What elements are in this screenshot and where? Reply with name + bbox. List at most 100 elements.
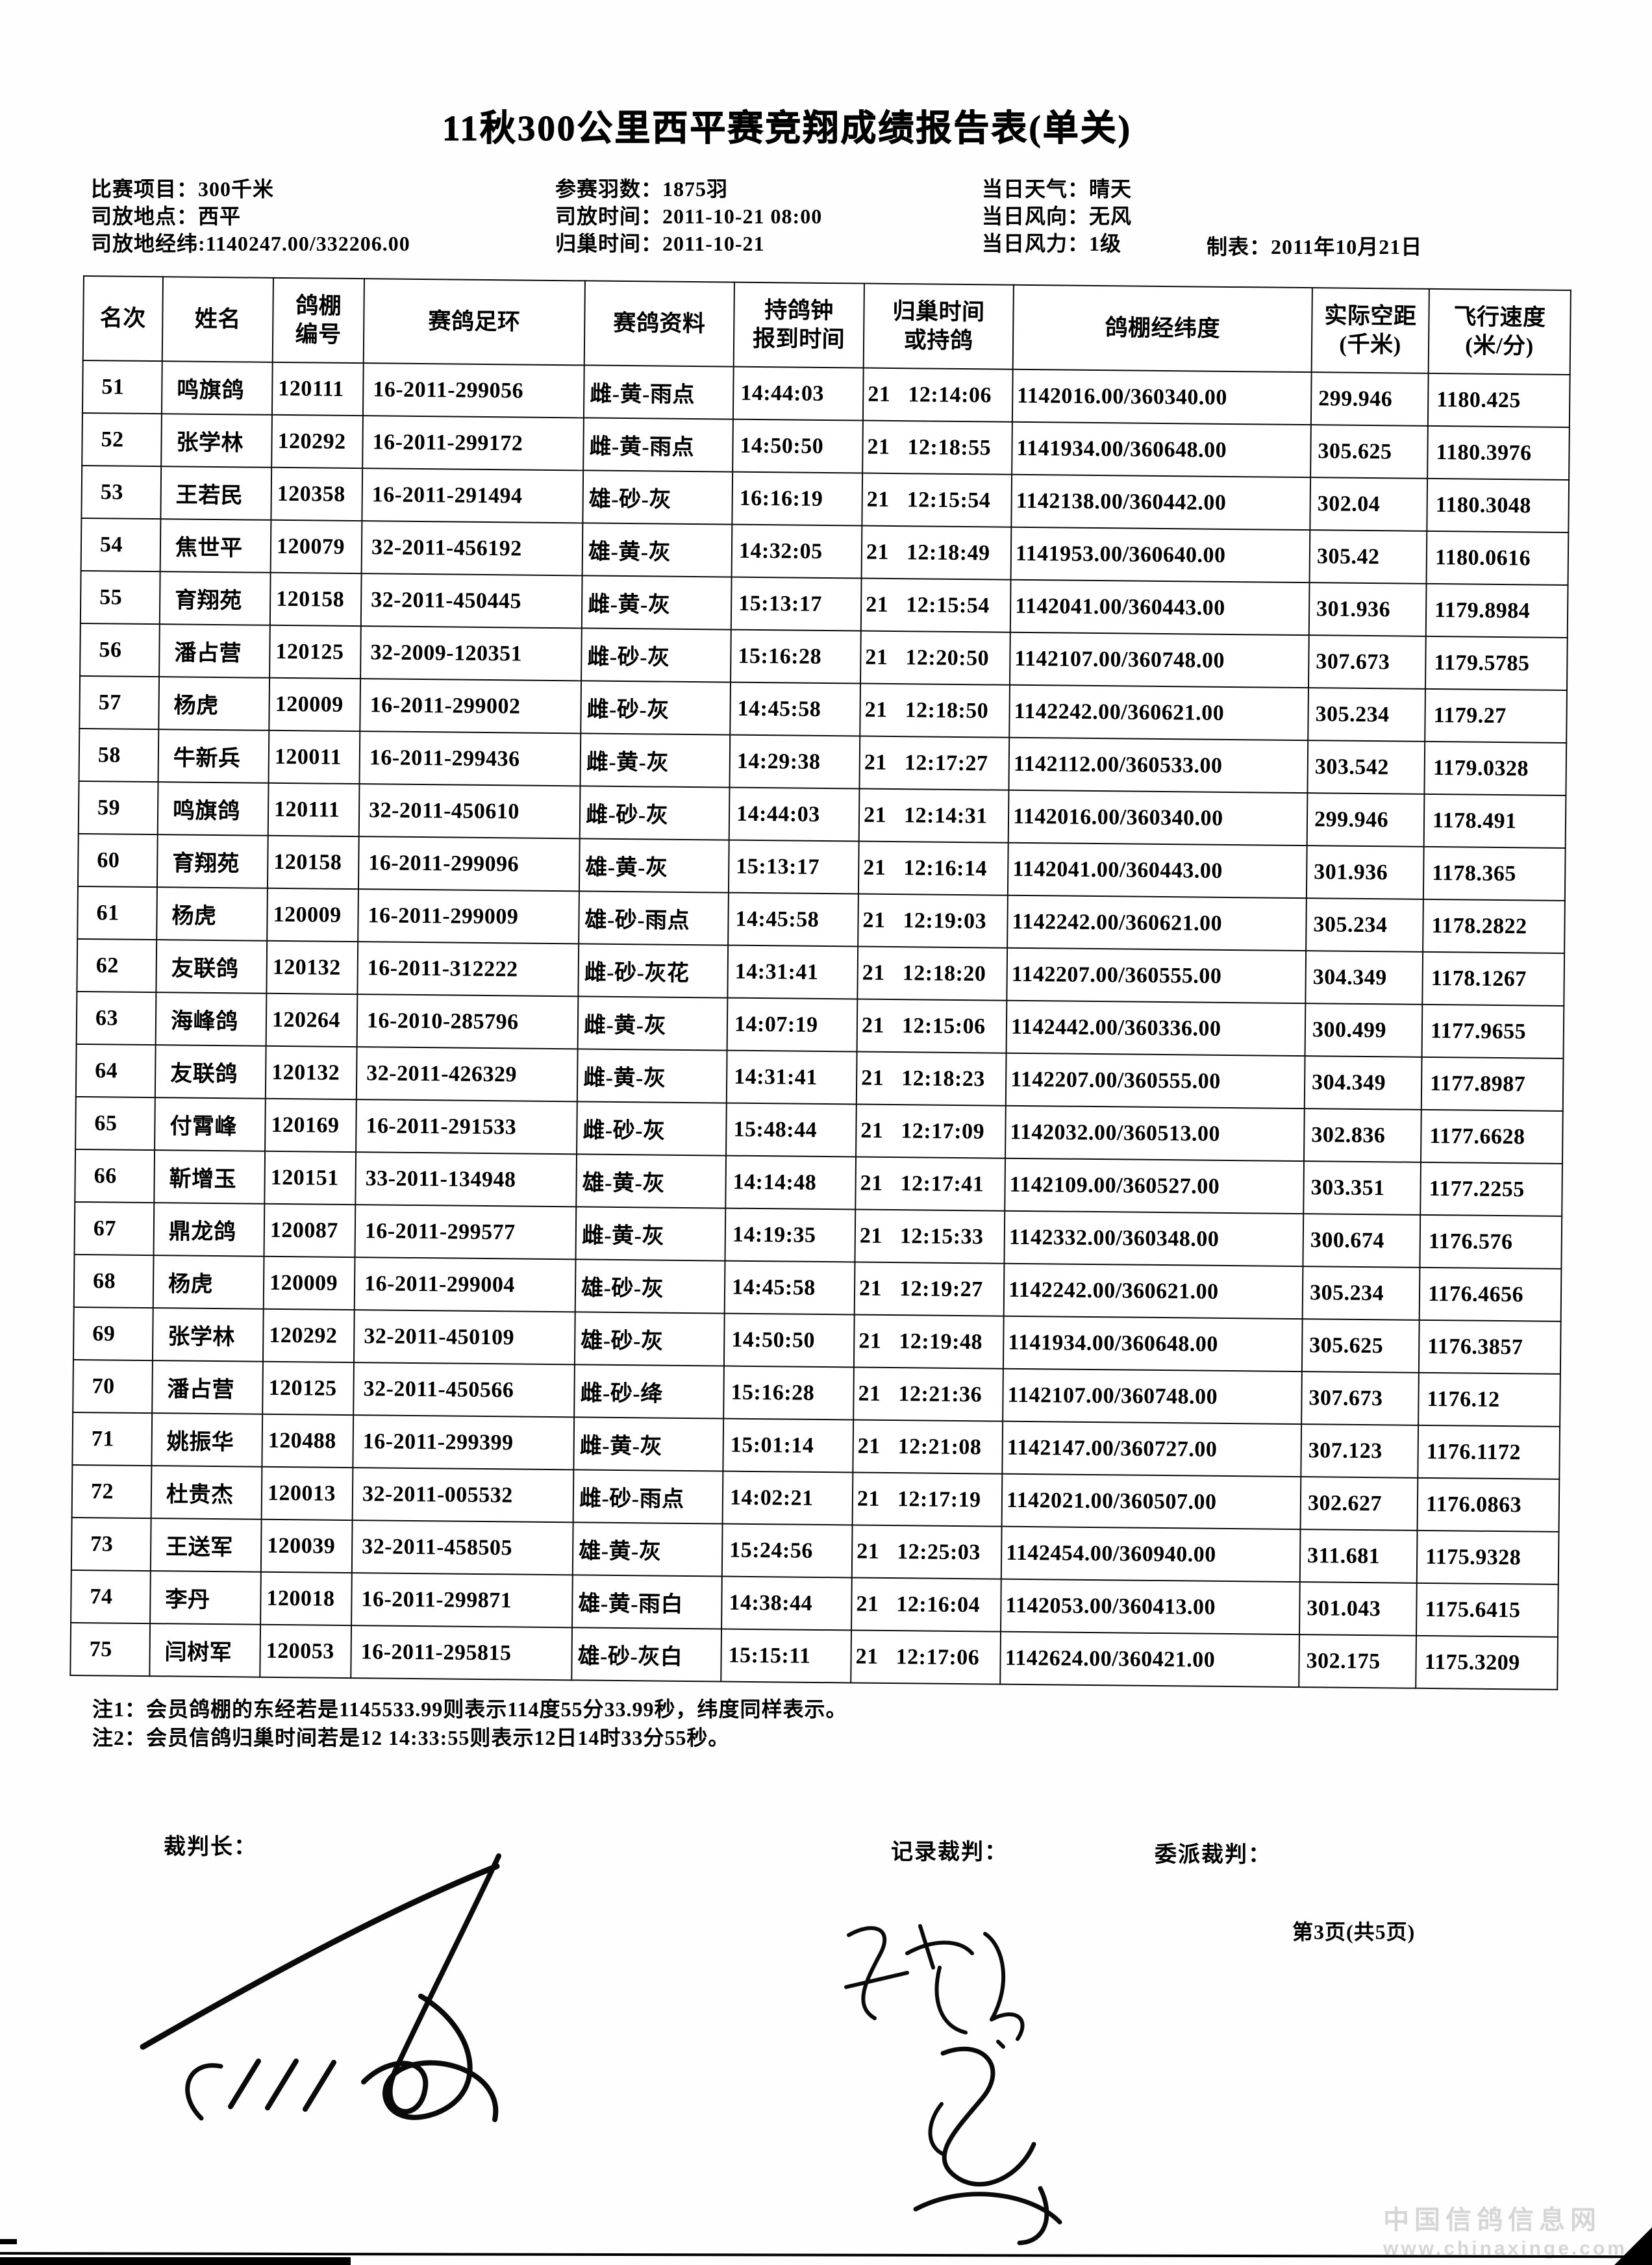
- cell-coords: 1142332.00/360348.00: [1004, 1210, 1304, 1267]
- cell-return-time: 21 12:16:04: [851, 1577, 1001, 1632]
- meta-release-coords: 司放地经纬:1140247.00/332206.00: [91, 232, 410, 255]
- cell-name: 杨虎: [156, 887, 268, 941]
- chief-judge-signature: [97, 1833, 604, 2131]
- cell-name: 潘占营: [152, 1360, 263, 1414]
- cell-loft-no: 120169: [265, 1098, 357, 1153]
- cell-info: 雌-砂-灰: [579, 786, 730, 840]
- cell-distance: 302.175: [1299, 1634, 1416, 1688]
- cell-name: 鼎龙鸽: [153, 1203, 265, 1257]
- cell-distance: 302.627: [1300, 1477, 1418, 1531]
- cell-speed: 1176.12: [1418, 1372, 1560, 1427]
- meta-release-site: 司放地点：西平: [91, 205, 242, 228]
- meta-wind-force: 当日风力：1级: [982, 232, 1122, 255]
- cell-distance: 302.04: [1310, 477, 1428, 531]
- cell-return-time: 21 12:17:06: [851, 1630, 1001, 1684]
- cell-speed: 1180.3048: [1427, 478, 1570, 532]
- cell-name: 王送军: [150, 1518, 262, 1572]
- cell-ring: 16-2011-299009: [358, 889, 579, 944]
- meta-race-item: 比赛项目：300千米: [91, 177, 275, 201]
- cell-clock-time: 14:19:35: [725, 1208, 856, 1262]
- cell-clock-time: 14:32:05: [731, 524, 862, 579]
- cell-ring: 16-2011-299004: [354, 1257, 576, 1312]
- cell-distance: 311.681: [1299, 1529, 1418, 1583]
- cell-clock-time: 15:16:28: [731, 629, 861, 684]
- cell-info: 雌-黄-雨点: [583, 418, 733, 472]
- cell-distance: 303.351: [1303, 1161, 1421, 1215]
- cell-loft-no: 120151: [264, 1151, 357, 1205]
- cell-ring: 16-2011-291494: [362, 468, 584, 523]
- cell-distance: 299.946: [1307, 793, 1425, 847]
- cell-speed: 1178.491: [1423, 794, 1566, 848]
- cell-info: 雌-砂-灰花: [578, 944, 729, 998]
- cell-ring: 16-2011-299436: [359, 731, 581, 786]
- cell-clock-time: 14:14:48: [725, 1155, 857, 1210]
- cell-return-time: 21 12:14:06: [862, 368, 1013, 422]
- notes-block: 注1：会员鸽棚的东经若是1145533.99则表示114度55分33.99秒，纬…: [92, 1695, 847, 1752]
- cell-clock-time: 14:31:41: [727, 945, 858, 999]
- column-header-speed: 飞行速度 (米/分): [1428, 288, 1571, 375]
- cell-return-time: 21 12:18:55: [862, 420, 1012, 475]
- cell-info: 雌-黄-灰: [573, 1417, 724, 1471]
- column-header-info: 赛鸽资料: [584, 281, 734, 367]
- cell-coords: 1142207.00/360555.00: [1007, 947, 1307, 1004]
- cell-ring: 16-2011-299002: [360, 679, 582, 734]
- cell-coords: 1142454.00/360940.00: [1001, 1526, 1301, 1583]
- cell-name: 友联鸽: [156, 940, 268, 994]
- cell-info: 雄-黄-灰: [572, 1522, 723, 1577]
- cell-return-time: 21 12:15:54: [860, 578, 1011, 632]
- column-header-loft-no: 鸽棚 编号: [272, 277, 364, 364]
- cell-coords: 1142624.00/360421.00: [1000, 1631, 1299, 1688]
- header-row: 名次 姓名 鸽棚 编号 赛鸽足环 赛鸽资料 持鸽钟 报到时间 归巢时间 或持鸽 鸽棚经纬度 实际…: [82, 276, 1571, 375]
- cell-info: 雄-砂-灰: [582, 470, 733, 525]
- cell-ring: 32-2011-005532: [352, 1468, 574, 1523]
- cell-return-time: 21 12:16:14: [858, 841, 1008, 895]
- cell-return-time: 21 12:19:03: [858, 894, 1008, 948]
- cell-distance: 301.043: [1299, 1582, 1417, 1636]
- cell-info: 雌-黄-灰: [580, 733, 731, 788]
- cell-return-time: 21 12:19:48: [853, 1314, 1004, 1369]
- note-1: 注1：会员鸽棚的东经若是1145533.99则表示114度55分33.99秒，纬…: [92, 1697, 847, 1721]
- cell-ring: 32-2009-120351: [360, 626, 582, 681]
- cell-rank: 52: [82, 412, 162, 467]
- cell-ring: 16-2011-299172: [362, 416, 584, 471]
- cell-speed: 1177.6628: [1420, 1109, 1563, 1164]
- cell-loft-no: 120111: [271, 362, 364, 416]
- cell-speed: 1176.576: [1420, 1214, 1562, 1269]
- cell-speed: 1177.9655: [1421, 1004, 1564, 1058]
- cell-info: 雄-黄-灰: [579, 838, 729, 893]
- cell-speed: 1177.2255: [1420, 1162, 1562, 1216]
- meta-bird-count: 参赛羽数：1875羽: [555, 177, 729, 201]
- cell-return-time: 21 12:18:20: [857, 946, 1008, 1001]
- cell-info: 雄-黄-雨白: [572, 1575, 722, 1629]
- cell-ring: 32-2011-450610: [358, 784, 581, 839]
- cell-name: 闫树军: [149, 1623, 261, 1677]
- cell-coords: 1142041.00/360443.00: [1010, 579, 1310, 636]
- cell-return-time: 21 12:18:49: [861, 525, 1012, 580]
- cell-clock-time: 14:44:03: [732, 366, 864, 421]
- cell-name: 付霄峰: [155, 1097, 266, 1151]
- cell-loft-no: 120125: [269, 625, 361, 679]
- cell-clock-time: 15:15:11: [721, 1629, 852, 1683]
- cell-speed: 1175.9328: [1416, 1530, 1559, 1584]
- cell-clock-time: 14:45:58: [730, 682, 861, 736]
- cell-rank: 67: [74, 1201, 155, 1256]
- cell-loft-no: 120079: [270, 519, 362, 574]
- cell-rank: 61: [77, 886, 157, 940]
- cell-ring: 32-2011-450109: [353, 1310, 575, 1365]
- cell-coords: 1142207.00/360555.00: [1005, 1053, 1305, 1109]
- cell-coords: 1142242.00/360621.00: [1009, 684, 1308, 741]
- assigned-judge-label: 委派裁判：: [1155, 1843, 1271, 1867]
- cell-info: 雌-砂-雨点: [573, 1470, 723, 1524]
- cell-clock-time: 14:07:19: [727, 997, 858, 1052]
- cell-speed: 1176.4656: [1419, 1267, 1562, 1321]
- watermark-site-name: 中国信鸽信息网: [1383, 2206, 1601, 2234]
- cell-rank: 60: [77, 833, 158, 888]
- cell-rank: 69: [73, 1307, 153, 1361]
- cell-coords: 1142107.00/360748.00: [1003, 1368, 1302, 1425]
- column-header-name: 姓名: [162, 277, 273, 362]
- cell-clock-time: 14:38:44: [721, 1576, 852, 1631]
- cell-ring: 16-2011-299056: [362, 363, 584, 418]
- cell-name: 张学林: [152, 1308, 264, 1362]
- page-indicator: 第3页(共5页): [1292, 1920, 1416, 1944]
- column-header-rank: 名次: [82, 276, 163, 362]
